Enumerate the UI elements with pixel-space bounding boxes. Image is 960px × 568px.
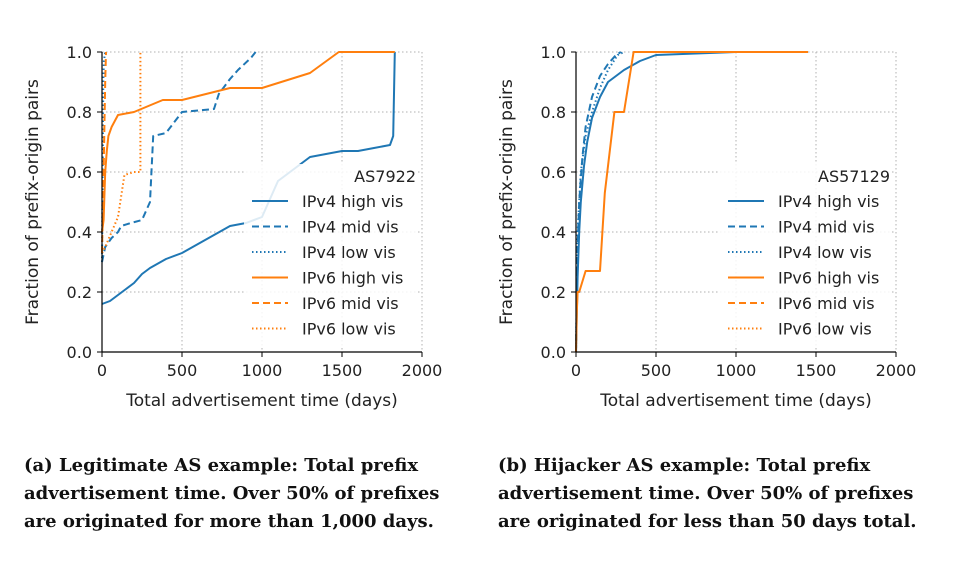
chart-panel-a: 0 500 1000 1500 2000 0.0 0.2 0.4 0.6 0.8 1.0 Total … xyxy=(23,43,443,532)
legend-entry-label: IPv6 mid vis xyxy=(778,294,875,313)
legend-entry-label: IPv6 high vis xyxy=(778,269,879,288)
chart-b: 0 500 1000 1500 2000 0.0 0.2 0.4 0.6 0.8 1.0 Total … xyxy=(497,43,917,411)
y-tick-label: 0.4 xyxy=(541,223,566,242)
series-line-ipv4-high-vis xyxy=(575,51,808,353)
series-line-ipv6-low-vis xyxy=(101,52,142,254)
legend-entry-label: IPv4 mid vis xyxy=(302,218,399,237)
x-tick-label: 0 xyxy=(97,361,107,380)
x-tick-label: 2000 xyxy=(402,361,443,380)
series-line-ipv6-mid-vis xyxy=(101,51,107,254)
series-line-ipv6-high-vis xyxy=(575,51,808,353)
x-tick-label: 1500 xyxy=(322,361,363,380)
series-line-ipv4-high-vis xyxy=(101,51,396,305)
y-tick-label: 0.8 xyxy=(541,103,566,122)
y-tick-label: 0.8 xyxy=(67,103,92,122)
series-line-ipv4-low-vis xyxy=(101,51,107,263)
y-tick-label: 0.4 xyxy=(67,223,92,242)
x-tick-label: 0 xyxy=(571,361,581,380)
y-tick-label: 1.0 xyxy=(541,43,566,62)
y-tick-label: 0.2 xyxy=(67,283,92,302)
x-tick-label: 1500 xyxy=(796,361,837,380)
legend-entry-label: IPv6 low vis xyxy=(778,320,872,339)
legend-entry-label: IPv4 low vis xyxy=(302,243,396,262)
series-line-ipv4-mid-vis xyxy=(101,51,257,263)
series-line-ipv6-high-vis xyxy=(101,51,395,233)
x-tick-label: 500 xyxy=(641,361,672,380)
series-line-ipv4-low-vis xyxy=(575,51,625,353)
legend-entry-label: IPv4 mid vis xyxy=(778,218,875,237)
x-tick-label: 1000 xyxy=(242,361,283,380)
legend-entry-label: IPv4 high vis xyxy=(778,192,879,211)
legend-box xyxy=(244,164,416,347)
legend-box xyxy=(720,164,890,347)
x-axis-label: Total advertisement time (days) xyxy=(599,391,872,411)
y-tick-label: 0.0 xyxy=(67,343,92,362)
y-tick-label: 0.6 xyxy=(541,163,566,182)
y-axis-label: Fraction of prefix-origin pairs xyxy=(497,79,517,325)
y-tick-label: 1.0 xyxy=(67,43,92,62)
y-axis-label: Fraction of prefix-origin pairs xyxy=(23,79,43,325)
x-axis-label: Total advertisement time (days) xyxy=(125,391,398,411)
x-tick-label: 1000 xyxy=(716,361,757,380)
y-tick-label: 0.0 xyxy=(541,343,566,362)
legend-entry-label: IPv6 mid vis xyxy=(302,294,399,313)
legend-title: AS57129 xyxy=(818,167,890,186)
y-tick-label: 0.2 xyxy=(541,283,566,302)
series-line-ipv4-mid-vis xyxy=(575,51,622,353)
chart-a: 0 500 1000 1500 2000 0.0 0.2 0.4 0.6 0.8 1.0 Total … xyxy=(23,43,443,411)
x-tick-label: 500 xyxy=(167,361,198,380)
legend-entry-label: IPv4 low vis xyxy=(778,243,872,262)
legend-entry-label: IPv6 low vis xyxy=(302,320,396,339)
caption-a: (a) Legitimate AS example: Total prefix … xyxy=(24,455,440,532)
legend-entry-label: IPv6 high vis xyxy=(302,269,403,288)
legend-title: AS7922 xyxy=(354,167,416,186)
legend-entry-label: IPv4 high vis xyxy=(302,192,403,211)
y-tick-label: 0.6 xyxy=(67,163,92,182)
chart-panel-b: 0 500 1000 1500 2000 0.0 0.2 0.4 0.6 0.8 1.0 Total … xyxy=(480,0,960,568)
caption-b: (b) Hijacker AS example: Total prefix ad… xyxy=(498,455,917,532)
x-tick-label: 2000 xyxy=(876,361,917,380)
